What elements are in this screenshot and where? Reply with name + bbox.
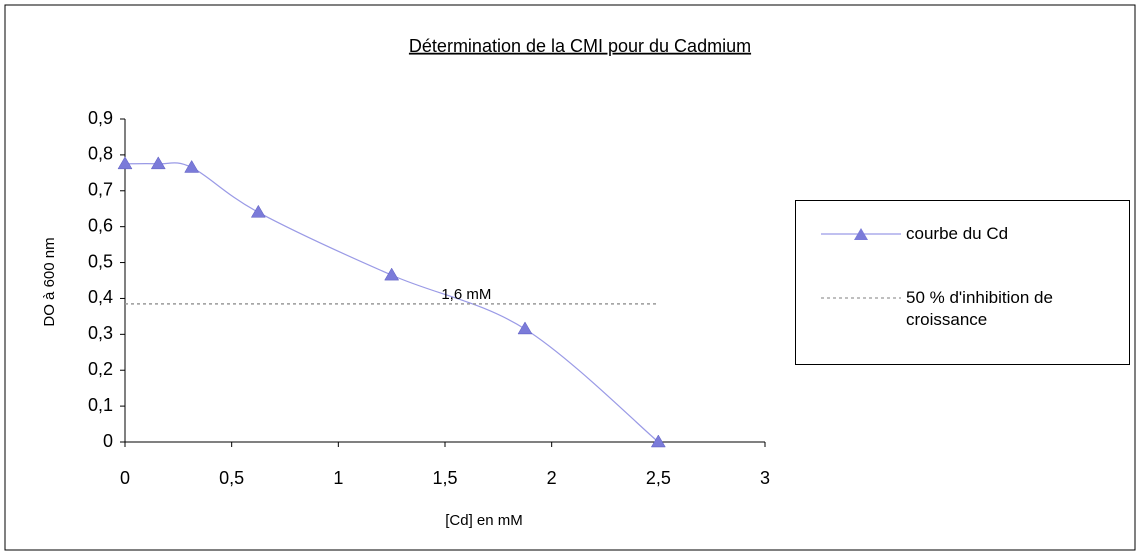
x-tick-label: 0,5: [219, 468, 244, 488]
data-point: [250, 204, 266, 218]
legend-item: 50 % d'inhibition de croissance: [796, 287, 1131, 331]
x-axis-label: [Cd] en mM: [445, 512, 523, 529]
legend-label: courbe du Cd: [906, 224, 1009, 243]
x-tick-label: 2: [547, 468, 557, 488]
annotation: 1,6 mM: [441, 286, 491, 303]
x-tick-label: 1,5: [432, 468, 457, 488]
legend-item: courbe du Cd: [796, 223, 1131, 245]
chart-title: Détermination de la CMI pour du Cadmium: [409, 36, 751, 56]
data-point: [517, 321, 533, 335]
y-tick-label: 0,2: [88, 359, 113, 379]
x-tick-label: 0: [120, 468, 130, 488]
legend: courbe du Cd 50 % d'inhibition de croissa…: [795, 200, 1130, 365]
y-axis-label: DO à 600 nm: [41, 237, 58, 326]
y-tick-label: 0,8: [88, 144, 113, 164]
x-tick-label: 2,5: [646, 468, 671, 488]
y-tick-label: 0,7: [88, 180, 113, 200]
x-tick-label: 3: [760, 468, 770, 488]
legend-swatch: [821, 297, 901, 299]
series-line: [124, 162, 659, 443]
y-tick-label: 0,6: [88, 215, 113, 235]
y-tick-label: 0,5: [88, 251, 113, 271]
y-tick-label: 0,9: [88, 108, 113, 128]
y-tick-label: 0,4: [88, 287, 113, 307]
x-tick-label: 1: [333, 468, 343, 488]
y-tick-label: 0,1: [88, 395, 113, 415]
data-point: [150, 156, 166, 170]
y-tick-label: 0,3: [88, 323, 113, 343]
data-point: [650, 434, 666, 448]
data-point: [117, 156, 133, 170]
legend-marker: [854, 228, 868, 240]
legend-swatch: [821, 228, 901, 240]
data-point: [384, 267, 400, 281]
y-tick-label: 0: [103, 431, 113, 451]
data-point: [184, 159, 200, 173]
legend-label: 50 % d'inhibition de croissance: [906, 288, 1053, 329]
